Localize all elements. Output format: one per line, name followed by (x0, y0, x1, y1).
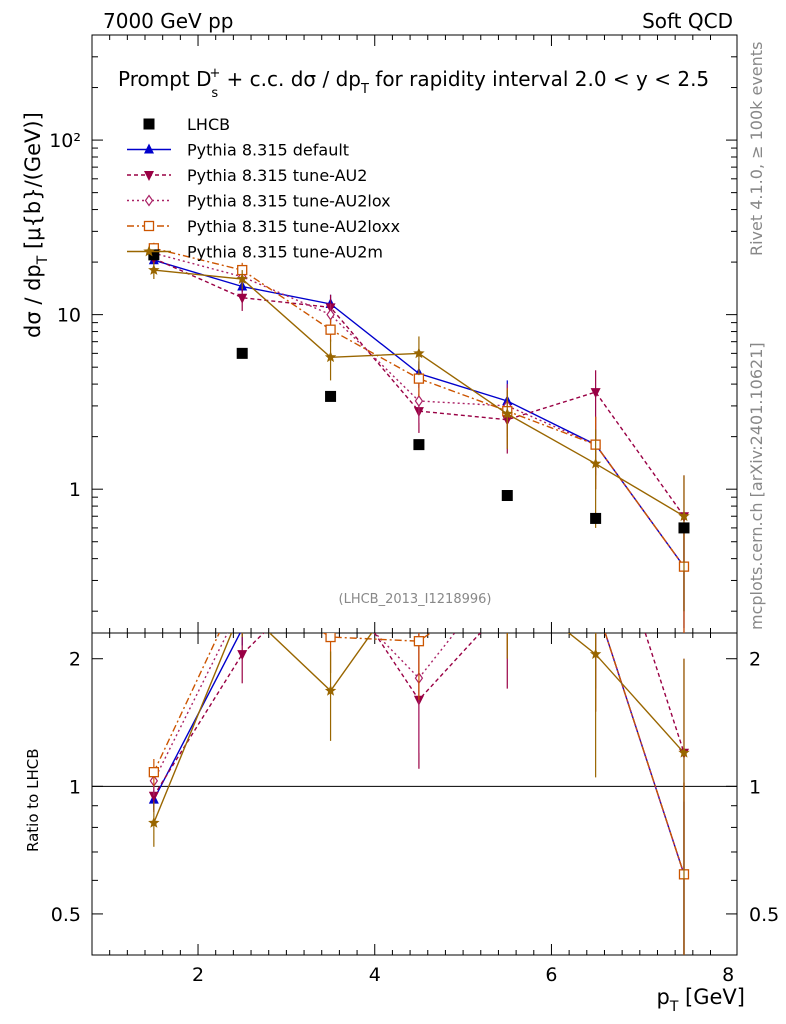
ratio-point (326, 563, 336, 573)
x-tick-label: 8 (722, 964, 734, 986)
y-axis-label: dσ / dpT [μ{b}/(GeV)] (21, 112, 51, 338)
ratio-point (413, 636, 425, 647)
ratio-tick-label-right: 2 (749, 649, 761, 671)
data-point (148, 249, 160, 261)
legend-entry: Pythia 8.315 default (127, 141, 349, 160)
ratio-point (148, 791, 159, 802)
y-tick-label: 1 (69, 479, 81, 501)
ratio-point (592, 598, 599, 608)
ratio-point (237, 633, 248, 634)
x-tick-label: 2 (192, 964, 204, 986)
ratio-point (502, 578, 513, 589)
ratio-point (504, 562, 511, 572)
legend-entry: Pythia 8.315 tune-AU2lox (127, 192, 391, 211)
series-point (325, 324, 336, 335)
legend-entry: LHCB (143, 115, 230, 134)
axis-ticks (92, 34, 737, 956)
ratio-point (326, 555, 336, 565)
x-axis-label: pT [GeV] (656, 985, 745, 1015)
ratio-point (324, 684, 337, 696)
series-4 (148, 262, 690, 612)
legend-entry: Pythia 8.315 tune-AU2loxx (127, 217, 400, 236)
legend-marker (144, 194, 154, 207)
ratio-tick-label: 2 (69, 649, 81, 671)
series-point (236, 273, 248, 284)
x-tick-label: 6 (545, 964, 557, 986)
ratio-tick-label: 1 (69, 776, 81, 798)
axis-tick-labels: 2 4 6 8 1 10 10² 0.5 0.5 1 1 2 2 (49, 130, 779, 986)
ratio-point (148, 816, 160, 828)
main-series (148, 242, 690, 633)
ratio-point (237, 650, 248, 661)
ratio-series (148, 550, 690, 955)
ratio-point (238, 580, 247, 589)
data-point (501, 490, 513, 502)
legend-marker (143, 245, 155, 257)
series-point (678, 510, 690, 522)
ratio-point (502, 550, 512, 560)
data-point (236, 347, 248, 359)
data-points (148, 249, 690, 534)
legend-entry: Pythia 8.315 tune-AU2 (127, 166, 367, 185)
ratio-point (591, 599, 600, 608)
ratio-y-axis-label: Ratio to LHCB (24, 748, 42, 852)
legend-label: Pythia 8.315 tune-AU2m (187, 243, 383, 262)
x-tick-label: 4 (369, 964, 381, 986)
legend-marker (143, 220, 155, 232)
ratio-point (589, 648, 602, 659)
ratio-frame (91, 632, 738, 956)
series-point (413, 347, 425, 359)
ratio-tick-label-right: 1 (749, 776, 761, 798)
legend-label: Pythia 8.315 default (187, 141, 349, 160)
legend: LHCB Pythia 8.315 default Pythia 8.315 tun… (127, 115, 400, 262)
ratio-point (591, 597, 601, 607)
data-point (678, 522, 690, 534)
ratio-point (239, 598, 246, 608)
data-point (413, 439, 425, 451)
process-label: Soft QCD (642, 9, 733, 33)
ratio-series-4 (148, 561, 690, 955)
series-point (237, 293, 248, 304)
series-point (414, 394, 424, 408)
ratio-point (237, 601, 248, 612)
plot-title: Prompt D+ s + c.c. dσ / dpT for rapidity … (118, 66, 709, 101)
series-point (413, 373, 425, 384)
rivet-label: Rivet 4.1.0, ≥ 100k events (747, 42, 766, 256)
ratio-point (503, 574, 512, 583)
ratio-tick-label: 0.5 (51, 904, 81, 926)
y-tick-label: 10 (57, 305, 81, 327)
mcplots-label: mcplots.cern.ch [arXiv:2401.10621] (747, 342, 766, 630)
data-point (590, 512, 602, 524)
legend-marker (144, 171, 154, 181)
ratio-tick-label-right: 0.5 (749, 904, 779, 926)
ratio-point (325, 633, 336, 643)
series-1 (148, 253, 689, 612)
legend-marker (144, 143, 154, 154)
legend-label: Pythia 8.315 tune-AU2lox (187, 192, 391, 211)
y-tick-label: 10² (49, 130, 81, 152)
ratio-point (678, 746, 690, 758)
series-point (148, 264, 160, 275)
series-point (324, 351, 337, 363)
series-point (589, 457, 602, 469)
legend-label: LHCB (187, 115, 230, 134)
ratio-point (413, 561, 424, 572)
legend-label: Pythia 8.315 tune-AU2 (187, 166, 367, 185)
beam-label: 7000 GeV pp (103, 9, 234, 33)
ratio-point (148, 767, 159, 778)
legend-entry: Pythia 8.315 tune-AU2m (127, 243, 383, 262)
analysis-id: (LHCB_2013_I1218996) (339, 592, 492, 607)
ratio-point (502, 599, 512, 609)
data-point (325, 390, 337, 402)
ratio-point (327, 582, 334, 592)
series-point (501, 407, 513, 419)
series-point (590, 388, 601, 399)
legend-label: Pythia 8.315 tune-AU2loxx (187, 217, 400, 236)
legend-marker (143, 118, 155, 130)
